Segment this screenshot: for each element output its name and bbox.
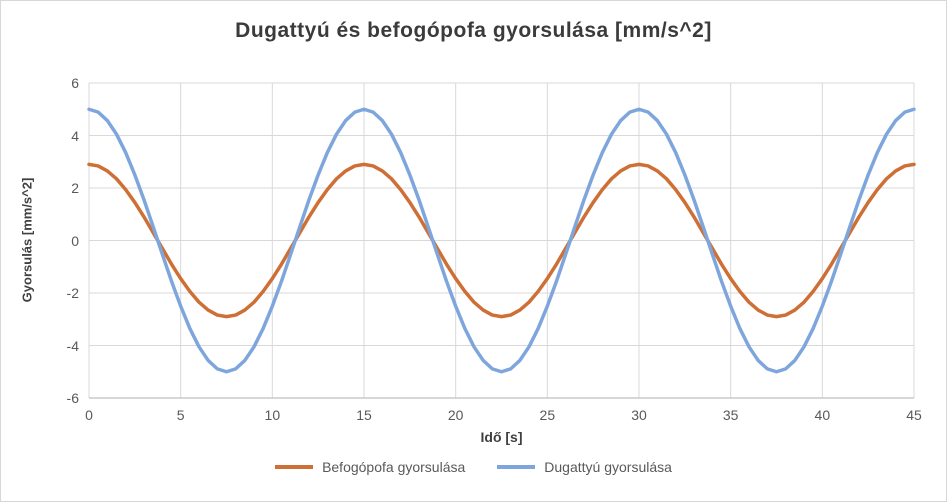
legend-item-befogopofa: Befogópofa gyorsulása (275, 459, 465, 475)
y-tick-label: 2 (71, 180, 79, 196)
series-line-0 (87, 162, 916, 319)
y-tick-label: 0 (71, 232, 79, 249)
y-tick-label: 4 (71, 127, 79, 144)
x-tick-label: 45 (906, 407, 922, 423)
y-tick-label: 6 (71, 75, 79, 91)
y-tick-label: -2 (66, 285, 79, 301)
series-line-1 (87, 107, 916, 374)
x-axis-title: Idő [s] (480, 429, 523, 445)
legend-swatch-dugattyu (497, 465, 536, 469)
x-tick-label: 20 (447, 407, 464, 423)
x-tick-label: 30 (631, 407, 647, 423)
x-tick-label: 40 (814, 407, 831, 423)
chart-title: Dugattyú és befogópofa gyorsulása [mm/s^… (235, 19, 712, 42)
x-tick-label: 10 (264, 407, 281, 423)
x-tick-label: 0 (85, 407, 93, 423)
x-tick-label: 25 (539, 407, 556, 423)
y-tick-label: -4 (66, 337, 79, 354)
legend: Befogópofa gyorsulása Dugattyú gyorsulás… (1, 459, 946, 475)
legend-swatch-befogopofa (275, 465, 314, 469)
x-tick-label: 35 (722, 407, 739, 423)
x-tick-label: 15 (356, 407, 372, 423)
legend-label-dugattyu: Dugattyú gyorsulása (544, 459, 672, 475)
y-tick-label: -6 (66, 390, 79, 406)
legend-item-dugattyu: Dugattyú gyorsulása (497, 459, 672, 475)
plot-area (87, 82, 916, 399)
plot-svg (87, 82, 916, 399)
legend-label-befogopofa: Befogópofa gyorsulása (322, 459, 466, 475)
x-tick-label: 5 (176, 407, 185, 423)
